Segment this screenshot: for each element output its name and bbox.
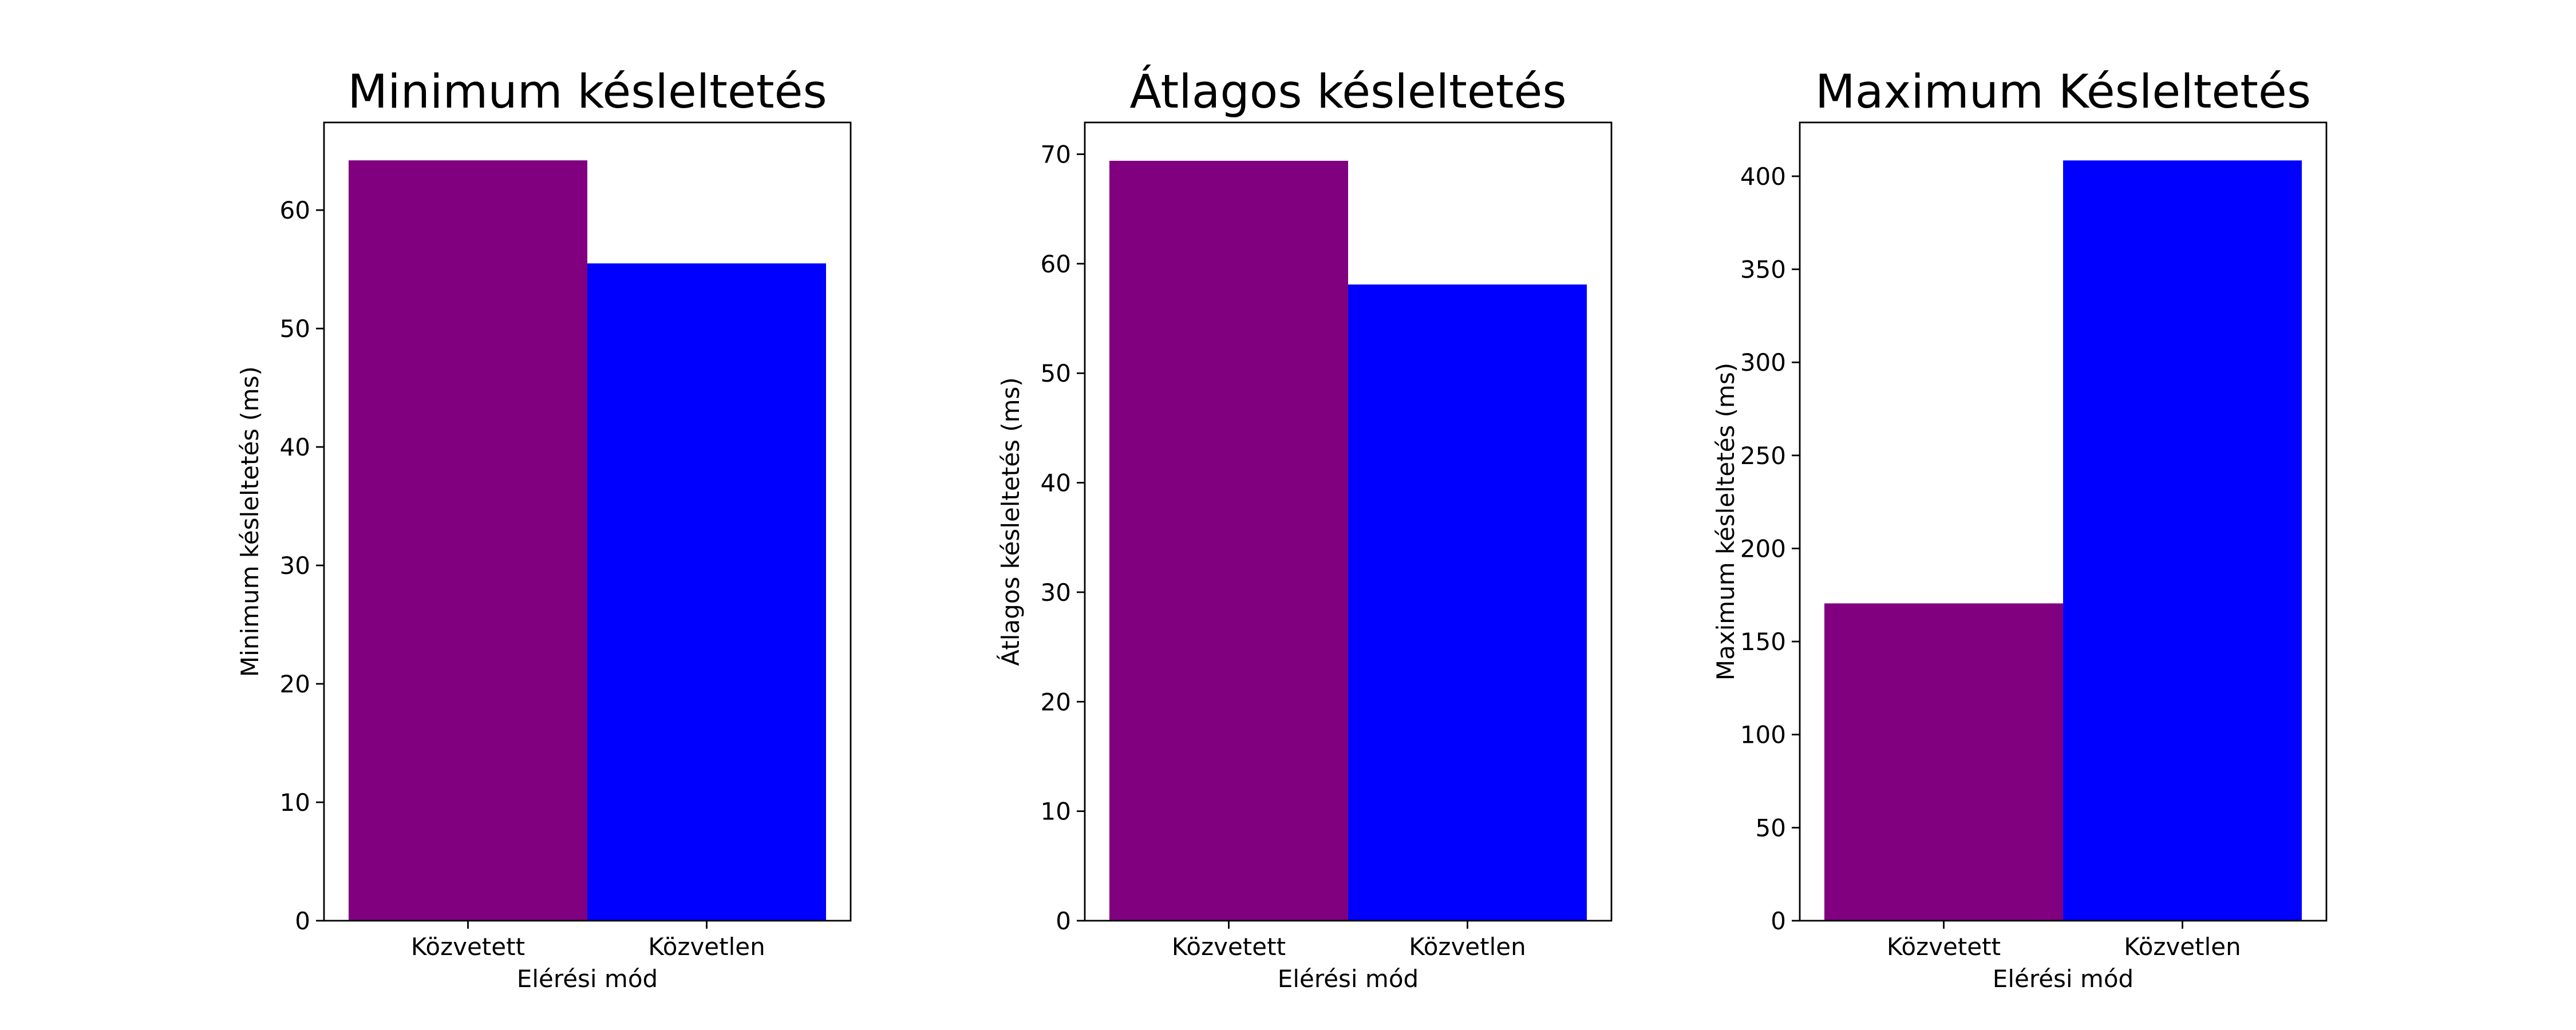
- y-tick-label: 10: [1041, 798, 1071, 826]
- x-tick-label: Közvetlen: [2124, 933, 2241, 961]
- y-tick-label: 150: [1740, 628, 1786, 656]
- x-tick-label: Közvetlen: [1409, 933, 1526, 961]
- plot-frame: [1799, 121, 2328, 922]
- x-tick-label: Közvetett: [1887, 933, 2001, 961]
- y-tick-label: 0: [295, 907, 310, 935]
- plot-frame: [323, 121, 852, 922]
- y-axis-ticks: 0 50 100 150 200 250 300 350 400: [1740, 163, 1800, 935]
- bars: [349, 160, 826, 921]
- chart-minimum: Minimum késleltetés 0 10 20 30 40 50 60 Közvet…: [236, 65, 852, 993]
- y-tick-label: 350: [1740, 256, 1786, 284]
- bar-közvetlen: [587, 263, 826, 921]
- y-tick-label: 30: [280, 552, 310, 580]
- y-tick-label: 200: [1740, 534, 1786, 562]
- chart-title: Átlagos késleltetés: [1129, 65, 1566, 119]
- y-tick-label: 20: [280, 670, 310, 698]
- x-axis-label: Elérési mód: [517, 965, 658, 993]
- x-tick-label: Közvetlen: [648, 933, 765, 961]
- bar-közvetlen: [1348, 284, 1587, 921]
- y-tick-label: 50: [280, 315, 310, 343]
- bar-közvetlen: [2063, 160, 2302, 921]
- y-axis-ticks: 0 10 20 30 40 50 60: [280, 196, 324, 935]
- y-tick-label: 50: [1756, 814, 1786, 842]
- bars: [1824, 160, 2302, 921]
- y-tick-label: 70: [1041, 140, 1071, 168]
- chart-maximum: Maximum Késleltetés 0 50 100 150 200 250 300 35…: [1712, 65, 2328, 993]
- chart-average: Átlagos késleltetés 0 10 20 30 40 50 60 70 Közv…: [996, 65, 1613, 993]
- y-axis-ticks: 0 10 20 30 40 50 60 70: [1041, 140, 1085, 935]
- y-tick-label: 10: [280, 789, 310, 817]
- y-tick-label: 60: [280, 196, 310, 224]
- plot-frame: [1084, 121, 1613, 922]
- x-axis-label: Elérési mód: [1993, 965, 2134, 993]
- y-tick-label: 250: [1740, 442, 1786, 470]
- y-tick-label: 100: [1740, 721, 1786, 749]
- y-tick-label: 0: [1056, 907, 1071, 935]
- y-tick-label: 40: [1041, 469, 1071, 497]
- y-axis-label: Átlagos késleltetés (ms): [996, 377, 1025, 666]
- bars: [1109, 160, 1587, 921]
- y-tick-label: 20: [1041, 688, 1071, 716]
- chart-title: Minimum késleltetés: [347, 65, 827, 119]
- chart-title: Maximum Késleltetés: [1815, 65, 2311, 119]
- y-axis-label: Minimum késleltetés (ms): [236, 366, 264, 677]
- bar-közvetett: [1109, 160, 1348, 921]
- x-axis-ticks: Közvetett Közvetlen: [1172, 921, 1526, 961]
- x-tick-label: Közvetett: [1172, 933, 1286, 961]
- y-tick-label: 50: [1041, 359, 1071, 387]
- y-tick-label: 30: [1041, 579, 1071, 607]
- x-axis-ticks: Közvetett Közvetlen: [1887, 921, 2241, 961]
- y-tick-label: 0: [1771, 907, 1786, 935]
- x-tick-label: Közvetett: [411, 933, 525, 961]
- x-axis-label: Elérési mód: [1278, 965, 1419, 993]
- bar-közvetett: [1824, 603, 2063, 921]
- y-tick-label: 40: [280, 433, 310, 461]
- y-axis-label: Maximum késleltetés (ms): [1712, 363, 1740, 680]
- y-tick-label: 400: [1740, 163, 1786, 191]
- y-tick-label: 300: [1740, 348, 1786, 377]
- bar-közvetett: [349, 160, 587, 921]
- y-tick-label: 60: [1041, 250, 1071, 278]
- x-axis-ticks: Közvetett Közvetlen: [411, 921, 765, 961]
